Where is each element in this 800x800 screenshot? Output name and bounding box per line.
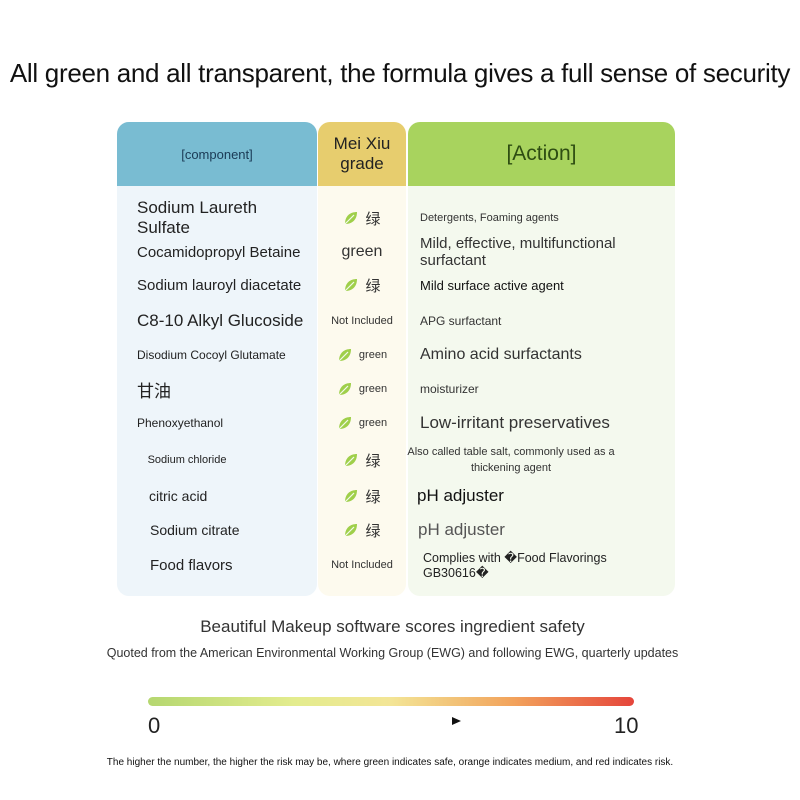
leaf-icon (338, 417, 351, 430)
action-cell: Mild surface active agent (420, 277, 564, 293)
table-row: Sodium citrate 绿 pH adjuster (117, 513, 675, 547)
risk-scale-bar (148, 697, 634, 706)
table-row: citric acid 绿 pH adjuster (117, 479, 675, 513)
action-cell: moisturizer (420, 382, 479, 396)
component-cell: C8-10 Alkyl Glucoside (137, 311, 304, 330)
table-row: 甘油 green moisturizer (117, 372, 675, 406)
grade-label: Not Included (331, 559, 393, 571)
table-row: Phenoxyethanol green Low-irritant preser… (117, 406, 675, 440)
component-cell: Disodium Cocoyl Glutamate (137, 348, 286, 362)
action-cell: Detergents, Foaming agents (420, 212, 559, 224)
component-cell: Phenoxyethanol (137, 416, 224, 430)
leaf-icon (345, 212, 358, 225)
grade-header: Mei Xiu grade (318, 122, 406, 186)
headline: All green and all transparent, the formu… (9, 58, 791, 88)
grade-label: Not Included (331, 315, 393, 327)
action-cell: pH adjuster (418, 520, 505, 539)
ingredient-table: [component] Mei Xiu grade [Action] Sodiu… (117, 122, 675, 596)
leaf-icon (345, 454, 358, 467)
table-row: Sodium chloride 绿 Also called table salt… (117, 440, 675, 480)
caption-subtitle: Quoted from the American Environmental W… (106, 646, 679, 660)
scale-max-label: 10 (614, 713, 639, 738)
table-row: Food flavors Not Included Complies with … (117, 548, 675, 582)
grade-label: 绿 (365, 277, 381, 295)
grade-cell: Not Included (318, 548, 406, 582)
action-cell: Mild, effective, multifunctional surfact… (420, 235, 616, 269)
leaf-icon (338, 349, 351, 362)
grade-label: 绿 (365, 210, 381, 228)
grade-cell: Not Included (318, 304, 406, 338)
table-row: C8-10 Alkyl Glucoside Not Included APG s… (117, 304, 675, 338)
grade-cell: 绿 (318, 268, 406, 302)
table-row: Sodium lauroyl diacetate 绿 Mild surface … (117, 268, 675, 302)
grade-cell: 绿 (318, 201, 406, 235)
grade-label: 绿 (365, 522, 381, 540)
action-cell: Amino acid surfactants (420, 346, 582, 363)
grade-label: green (358, 383, 388, 395)
grade-label: green (341, 243, 383, 260)
leaf-icon (338, 383, 351, 396)
table-row: Sodium Laureth Sulfate 绿 Detergents, Foa… (117, 198, 675, 237)
grade-label: 绿 (365, 452, 381, 470)
grade-cell: 绿 (318, 440, 406, 480)
table-row: Cocamidopropyl Betaine green Mild, effec… (117, 235, 675, 269)
grade-cell: green (318, 372, 406, 406)
grade-label: green (358, 349, 388, 361)
grade-cell: green (318, 406, 406, 440)
leaf-icon (345, 490, 358, 503)
component-cell: Sodium Laureth Sulfate (137, 198, 258, 237)
arrow-right-icon (258, 717, 461, 725)
action-column-bg (408, 122, 675, 596)
component-cell: Sodium lauroyl diacetate (137, 276, 302, 294)
table-row: Disodium Cocoyl Glutamate green Amino ac… (117, 338, 675, 372)
component-cell: Cocamidopropyl Betaine (137, 243, 301, 261)
action-cell: Complies with �Food Flavorings GB30616� (423, 551, 607, 580)
action-cell: pH adjuster (417, 486, 504, 505)
grade-cell: green (318, 338, 406, 372)
action-cell: Also called table salt, commonly used as… (407, 446, 615, 474)
action-header: [Action] (408, 122, 675, 186)
scale-min-label: 0 (148, 713, 161, 738)
component-header: [component] (117, 122, 317, 186)
grade-cell: 绿 (318, 513, 406, 547)
grade-label: green (358, 417, 388, 429)
grade-label: 绿 (365, 488, 381, 506)
grade-column-bg (318, 122, 406, 596)
action-cell: APG surfactant (420, 314, 502, 328)
component-cell: Food flavors (150, 556, 233, 574)
action-cell: Low-irritant preservatives (420, 413, 610, 432)
component-cell: Sodium citrate (150, 522, 240, 538)
component-cell: citric acid (149, 488, 208, 504)
component-cell: Sodium chloride (147, 454, 227, 466)
footnote: The higher the number, the higher the ri… (106, 757, 674, 768)
caption-title: Beautiful Makeup software scores ingredi… (200, 617, 585, 636)
leaf-icon (345, 279, 358, 292)
component-cell: 甘油 (137, 381, 171, 401)
leaf-icon (345, 524, 358, 537)
component-column-bg (117, 122, 317, 596)
grade-cell: 绿 (318, 479, 406, 513)
grade-cell: green (318, 235, 406, 269)
